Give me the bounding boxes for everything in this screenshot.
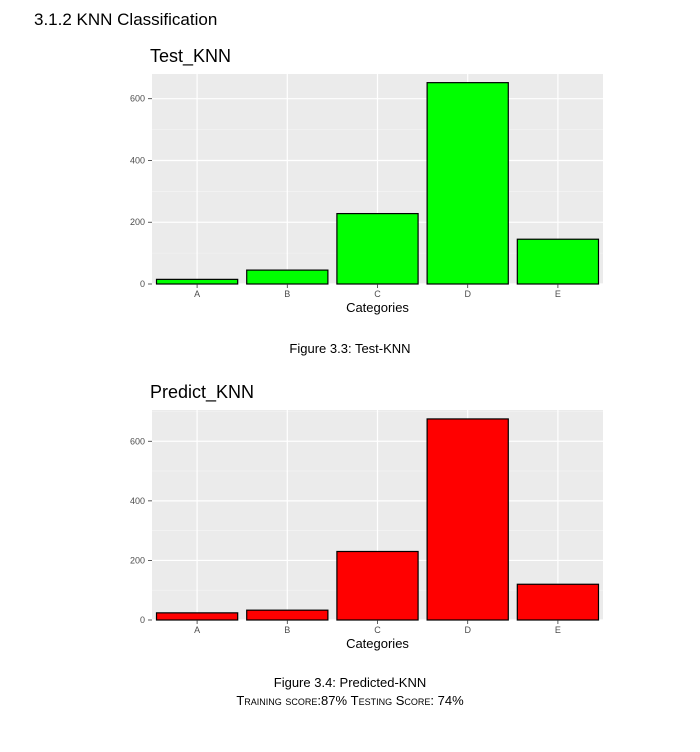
test-knn-bar-a: [155, 278, 239, 285]
test-knn-bar-b: [246, 269, 329, 285]
figure-3-4-caption: Figure 3.4: Predicted-KNN: [273, 675, 427, 690]
testing-score-value: 74%: [437, 693, 464, 708]
test-knn-xaxis-title: Categories: [346, 300, 409, 315]
predict-knn-chart: Predict_KNN 0 200 400 600 A B C D E Categories: [130, 382, 603, 651]
test-knn-chart: Test_KNN 0 200 400 600 A B C D E Categories: [130, 46, 603, 315]
training-score-value: 87%: [321, 693, 348, 708]
test-knn-bar-e: [516, 238, 600, 285]
predict-knn-xtick-label: D: [464, 625, 471, 635]
predict-knn-bar-a: [155, 612, 239, 621]
predict-knn-ytick-label: 0: [140, 615, 145, 625]
test-knn-ytick-label: 0: [140, 279, 145, 289]
predict-knn-xtick-label: A: [194, 625, 200, 635]
test-knn-xtick-label: B: [284, 289, 290, 299]
test-knn-ytick-label: 600: [130, 94, 145, 104]
training-score-label: Training score:: [236, 693, 322, 708]
test-knn-xtick-label: C: [374, 289, 381, 299]
test-knn-bar-c: [336, 212, 419, 285]
predict-knn-xtick-label: B: [284, 625, 290, 635]
test-knn-bar-d: [426, 82, 509, 285]
predict-knn-xtick-label: E: [555, 625, 561, 635]
predict-knn-bar-e: [516, 583, 600, 621]
testing-score-label: Testing Score:: [350, 693, 435, 708]
test-knn-ytick-label: 400: [130, 155, 145, 165]
predict-knn-xtick-label: C: [374, 625, 381, 635]
test-knn-xtick-label: D: [464, 289, 471, 299]
predict-knn-ytick-label: 600: [130, 436, 145, 446]
scores-line: Training score:87% Testing Score: 74%: [0, 693, 700, 708]
test-knn-xtick-label: A: [194, 289, 200, 299]
figure-3-3-caption: Figure 3.3: Test-KNN: [289, 341, 411, 356]
test-knn-title: Test_KNN: [150, 46, 231, 67]
test-knn-xtick-label: E: [555, 289, 561, 299]
predict-knn-ytick-label: 400: [130, 496, 145, 506]
section-heading: 3.1.2 KNN Classification: [34, 10, 218, 29]
test-knn-ytick-label: 200: [130, 217, 145, 227]
predict-knn-bar-b: [246, 609, 329, 621]
predict-knn-title: Predict_KNN: [150, 382, 254, 403]
predict-knn-bar-c: [336, 550, 419, 621]
predict-knn-ytick-label: 200: [130, 555, 145, 565]
predict-knn-bar-d: [426, 418, 509, 621]
predict-knn-xaxis-title: Categories: [346, 636, 409, 651]
